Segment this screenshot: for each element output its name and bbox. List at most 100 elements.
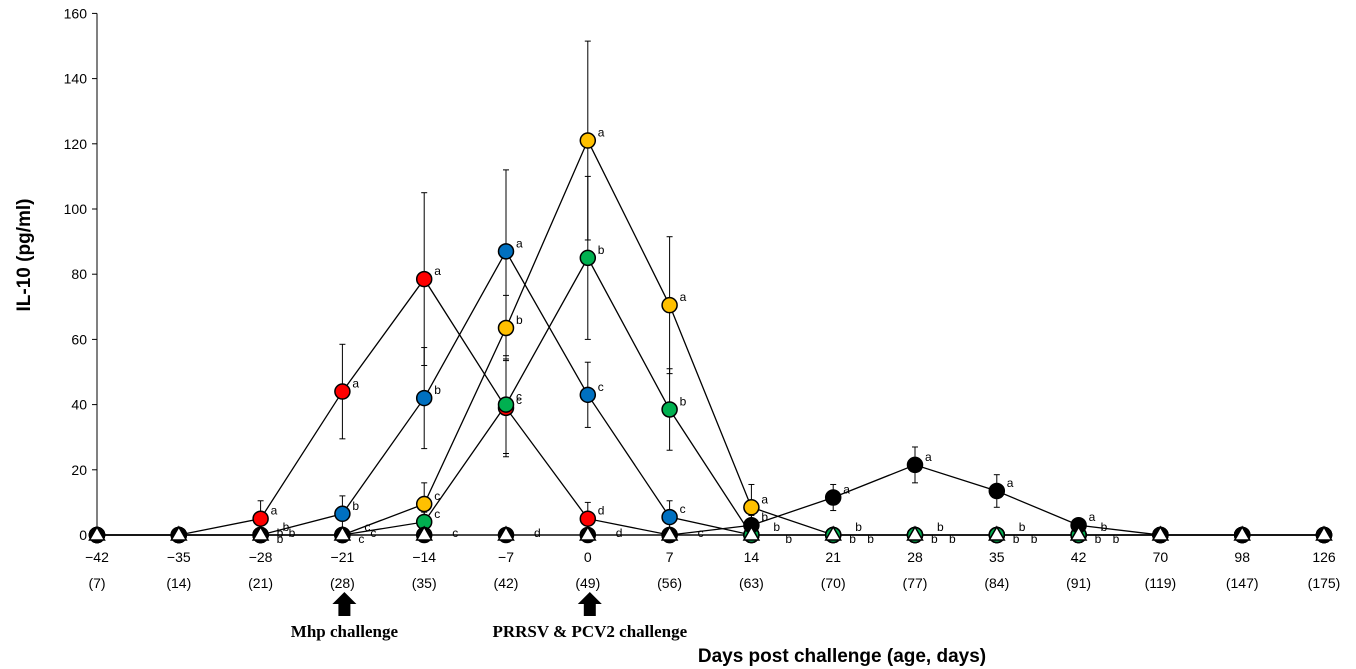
series-0-point bbox=[252, 510, 269, 527]
significance-letter: c bbox=[358, 532, 364, 546]
series-4-point bbox=[988, 482, 1006, 500]
x-age-label: (63) bbox=[739, 575, 764, 591]
series-5-point bbox=[742, 525, 761, 541]
x-tick-label: −42 bbox=[85, 549, 109, 565]
significance-letter: a bbox=[761, 492, 768, 506]
significance-letter: b bbox=[1031, 532, 1038, 546]
significance-letter: a bbox=[925, 450, 932, 464]
challenge-arrow bbox=[577, 592, 602, 616]
series-3-point bbox=[497, 396, 515, 413]
significance-letter: b bbox=[289, 526, 296, 540]
y-tick-label: 40 bbox=[71, 397, 87, 413]
significance-letter: c bbox=[598, 380, 604, 394]
x-axis-ticks: −42 (7) −35 (14) −28 (21) −21 (28) −14 (35) −7 (42)… bbox=[85, 535, 1340, 591]
x-tick-label: 28 bbox=[907, 549, 923, 565]
series-3-point bbox=[661, 401, 678, 418]
series-1-point bbox=[497, 243, 515, 260]
significance-letter: b bbox=[283, 520, 290, 534]
series-2-point bbox=[579, 132, 597, 149]
significance-letter: c bbox=[364, 520, 370, 534]
series-5-point bbox=[579, 525, 597, 541]
significance-letter: b bbox=[1095, 532, 1102, 546]
x-age-label: (21) bbox=[248, 575, 273, 591]
series-line-4 bbox=[97, 464, 1324, 536]
series-1-point bbox=[415, 389, 433, 407]
x-age-label: (147) bbox=[1226, 575, 1259, 591]
x-tick-label: −35 bbox=[167, 549, 191, 565]
significance-letter: b bbox=[1113, 532, 1120, 546]
axes bbox=[96, 13, 1324, 536]
significance-letter: a bbox=[843, 483, 850, 497]
y-axis-label: IL-10 (pg/ml) bbox=[14, 199, 35, 312]
significance-letter: b bbox=[352, 499, 359, 513]
series-5-point bbox=[1233, 525, 1251, 541]
x-age-label: (119) bbox=[1145, 575, 1177, 591]
significance-letter: b bbox=[1019, 520, 1026, 534]
significance-letter: b bbox=[434, 383, 441, 397]
significance-letter: c bbox=[516, 393, 522, 407]
challenge-annotations: Mhp challenge PRRSV & PCV2 challenge bbox=[291, 592, 688, 641]
series-5-point bbox=[1069, 525, 1088, 541]
series-5-point bbox=[251, 525, 270, 541]
challenge-arrow bbox=[332, 592, 357, 616]
x-tick-label: 14 bbox=[744, 549, 760, 565]
significance-letter: a bbox=[434, 264, 441, 278]
series-0-point bbox=[579, 510, 597, 527]
series-5-point bbox=[333, 525, 352, 541]
x-tick-label: 21 bbox=[825, 549, 841, 565]
series-2-point bbox=[661, 296, 678, 314]
significance-letter: b bbox=[680, 394, 687, 408]
series-4-point bbox=[906, 456, 924, 474]
x-tick-label: 7 bbox=[666, 549, 674, 565]
x-age-label: (175) bbox=[1308, 575, 1341, 591]
series-5-point bbox=[1151, 525, 1170, 541]
significance-letter: d bbox=[534, 526, 541, 540]
significance-letter: b bbox=[937, 520, 944, 534]
significance-letter: b bbox=[277, 526, 284, 540]
significance-letter: c bbox=[434, 489, 440, 503]
series-0-point bbox=[334, 383, 351, 400]
series-1-point bbox=[661, 508, 678, 526]
significance-letter: b bbox=[516, 313, 523, 327]
significance-letter: b bbox=[761, 510, 768, 524]
significance-letter: b bbox=[855, 520, 862, 534]
x-tick-label: −28 bbox=[249, 549, 273, 565]
series-layer bbox=[88, 40, 1333, 544]
significance-letter: a bbox=[1089, 510, 1096, 524]
significance-letter: b bbox=[277, 532, 284, 546]
significance-letter: b bbox=[1101, 520, 1108, 534]
significance-letter: b bbox=[1013, 532, 1020, 546]
x-age-label: (7) bbox=[88, 575, 105, 591]
y-tick-label: 160 bbox=[64, 5, 88, 21]
x-age-label: (77) bbox=[903, 575, 928, 591]
series-2-point bbox=[415, 495, 433, 513]
x-age-label: (49) bbox=[575, 575, 600, 591]
x-tick-label: 70 bbox=[1153, 549, 1169, 565]
series-2-point bbox=[743, 499, 760, 516]
significance-letter: c bbox=[452, 526, 458, 540]
x-age-label: (35) bbox=[412, 575, 437, 591]
series-3-point bbox=[579, 249, 597, 267]
significance-letter: b bbox=[773, 520, 780, 534]
significance-letter: b bbox=[849, 532, 856, 546]
series-line-3 bbox=[97, 256, 1324, 536]
significance-letter: a bbox=[598, 126, 605, 140]
x-age-label: (84) bbox=[984, 575, 1009, 591]
significance-letter: d bbox=[616, 526, 623, 540]
x-tick-label: −21 bbox=[331, 549, 355, 565]
significance-letter: b bbox=[949, 532, 956, 546]
x-tick-label: 35 bbox=[989, 549, 1005, 565]
significance-letter: a bbox=[516, 236, 523, 250]
x-tick-label: −7 bbox=[498, 549, 514, 565]
series-1-point bbox=[579, 386, 597, 404]
significance-letter: a bbox=[680, 290, 687, 304]
significance-letter: b bbox=[598, 243, 605, 257]
significance-letter: c bbox=[434, 507, 440, 521]
challenge-label: PRRSV & PCV2 challenge bbox=[492, 622, 687, 641]
series-2-point bbox=[497, 319, 515, 337]
series-5-point bbox=[988, 525, 1006, 541]
y-tick-label: 0 bbox=[79, 527, 87, 543]
y-tick-label: 20 bbox=[71, 462, 87, 478]
